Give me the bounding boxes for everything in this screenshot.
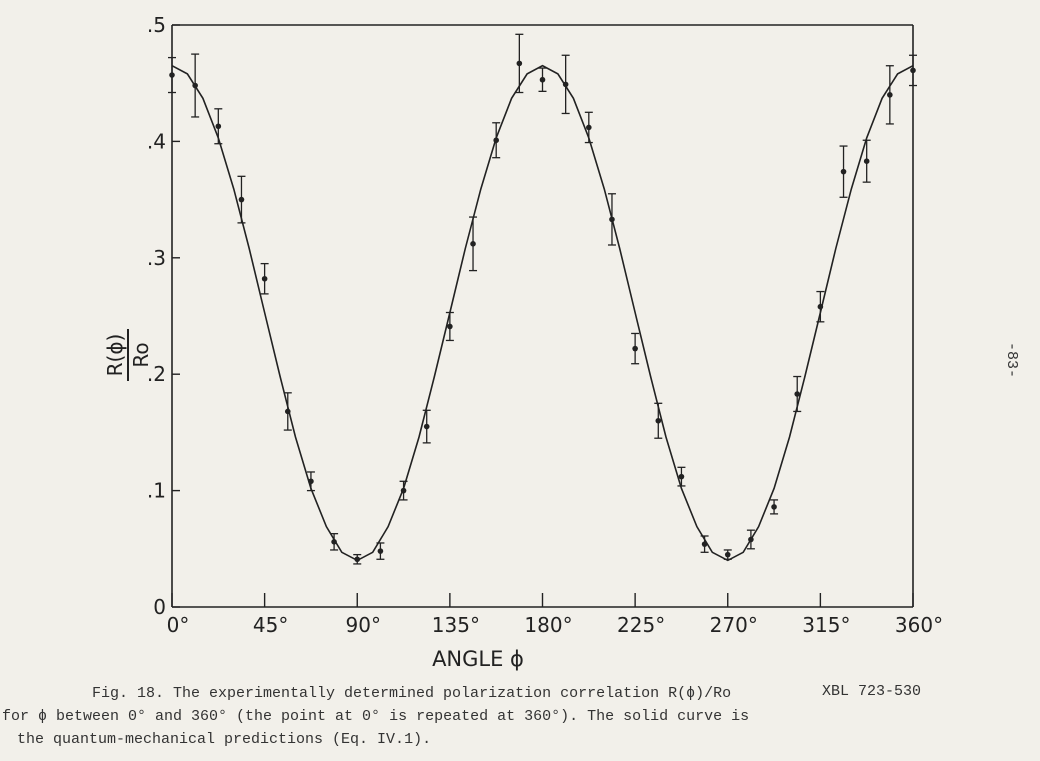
data-point <box>261 275 268 282</box>
y-tick-label: 0 <box>153 595 166 619</box>
data-point <box>586 124 592 131</box>
y-tick-label: .3 <box>147 246 166 270</box>
data-point <box>238 196 245 203</box>
figure-code: XBL 723-530 <box>822 683 921 700</box>
x-tick-label: 225° <box>617 613 665 637</box>
data-point <box>470 241 476 247</box>
page-number: -83- <box>1003 342 1020 378</box>
caption-line: for ϕ between 0° and 360° (the point at … <box>2 708 749 725</box>
data-point <box>169 72 175 78</box>
y-axis-label: R(ϕ) Ro <box>103 329 153 381</box>
x-tick-label: 45° <box>253 613 288 637</box>
x-tick-label: 315° <box>802 613 850 637</box>
y-label-denominator: Ro <box>129 342 153 367</box>
data-point <box>447 323 453 330</box>
y-tick-label: .2 <box>147 362 166 386</box>
data-point <box>678 473 685 480</box>
x-tick-label: 270° <box>710 613 758 637</box>
caption-line: Fig. 18. The experimentally determined p… <box>92 685 731 702</box>
y-tick-label: .5 <box>147 13 166 37</box>
data-point <box>840 168 847 175</box>
x-axis-label: ANGLE ϕ <box>432 647 524 671</box>
x-tick-label: 180° <box>524 613 572 637</box>
caption-line: the quantum-mechanical predictions (Eq. … <box>17 731 431 748</box>
data-point <box>539 76 546 83</box>
data-point <box>655 417 662 424</box>
data-point <box>910 67 916 74</box>
data-point <box>771 504 777 510</box>
data-point <box>516 60 523 67</box>
y-tick-label: .4 <box>147 129 166 153</box>
data-point <box>215 123 222 130</box>
data-point <box>794 391 801 397</box>
data-point <box>632 345 638 352</box>
data-point <box>863 158 870 164</box>
x-tick-label: 360° <box>895 613 943 637</box>
data-point <box>887 92 893 98</box>
x-tick-label: 135° <box>432 613 480 637</box>
y-tick-label: .1 <box>147 479 166 503</box>
y-label-numerator: R(ϕ) <box>103 334 127 377</box>
data-point <box>724 551 731 558</box>
data-point <box>377 548 384 554</box>
x-tick-label: 0° <box>167 613 190 637</box>
data-point <box>354 556 361 563</box>
curve <box>171 64 914 562</box>
x-tick-label: 90° <box>346 613 381 637</box>
data-point <box>423 423 430 430</box>
